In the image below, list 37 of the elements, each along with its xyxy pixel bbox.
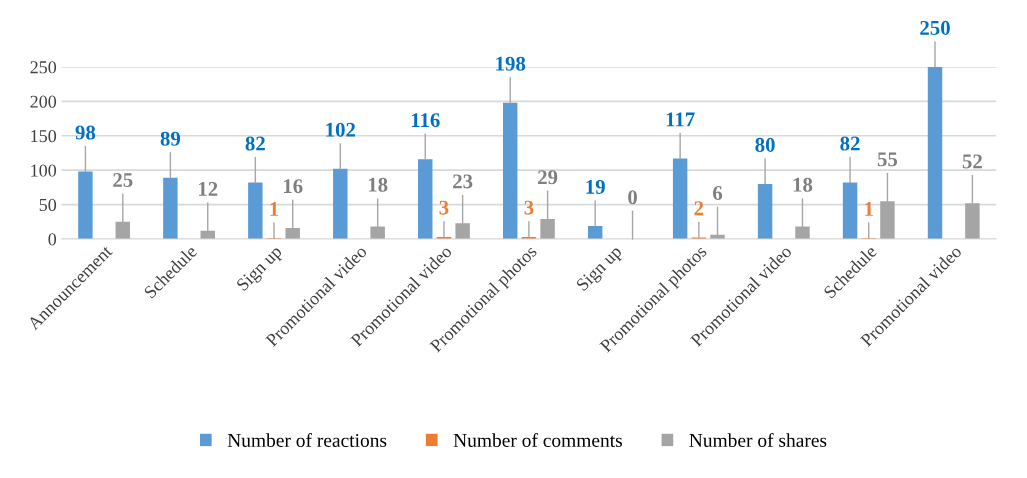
- data-label: 18: [793, 177, 813, 192]
- y-tick-label: 100: [31, 164, 57, 177]
- y-tick-label: 200: [30, 95, 57, 108]
- y-tick-label: 150: [31, 130, 57, 143]
- data-label: 0: [628, 190, 637, 205]
- data-label: 116: [411, 113, 440, 128]
- data-label: 3: [524, 200, 534, 215]
- data-label: 12: [199, 181, 218, 196]
- data-label: 117: [666, 112, 695, 127]
- data-label: 16: [283, 179, 303, 194]
- legend-label: Number of comments: [453, 433, 622, 447]
- data-label: 52: [962, 154, 982, 169]
- y-tick-label: 250: [30, 61, 57, 74]
- data-label: 3: [439, 200, 449, 215]
- data-label: 19: [586, 179, 605, 194]
- data-label: 23: [453, 174, 473, 189]
- data-label: 80: [755, 137, 775, 152]
- y-tick-label: 0: [48, 233, 57, 246]
- data-label: 82: [245, 136, 265, 151]
- data-label: 102: [326, 122, 356, 137]
- data-label: 1: [270, 202, 279, 216]
- data-label: 25: [113, 173, 133, 187]
- data-label: 198: [496, 56, 526, 71]
- data-label: 82: [840, 136, 860, 151]
- data-label: 250: [920, 20, 950, 35]
- y-tick-label: 50: [39, 198, 57, 212]
- data-label: 18: [368, 177, 388, 192]
- data-label: 29: [538, 170, 558, 185]
- data-label: 98: [75, 125, 96, 140]
- data-label: 2: [694, 201, 704, 216]
- x-tick-label: Sign up: [235, 244, 286, 294]
- data-label: 89: [160, 131, 181, 146]
- data-label: 55: [877, 152, 898, 167]
- legend-label: Number of reactions: [227, 433, 387, 447]
- legend-label: Number of shares: [689, 433, 827, 447]
- data-label: 1: [865, 202, 873, 216]
- data-label: 6: [713, 186, 723, 201]
